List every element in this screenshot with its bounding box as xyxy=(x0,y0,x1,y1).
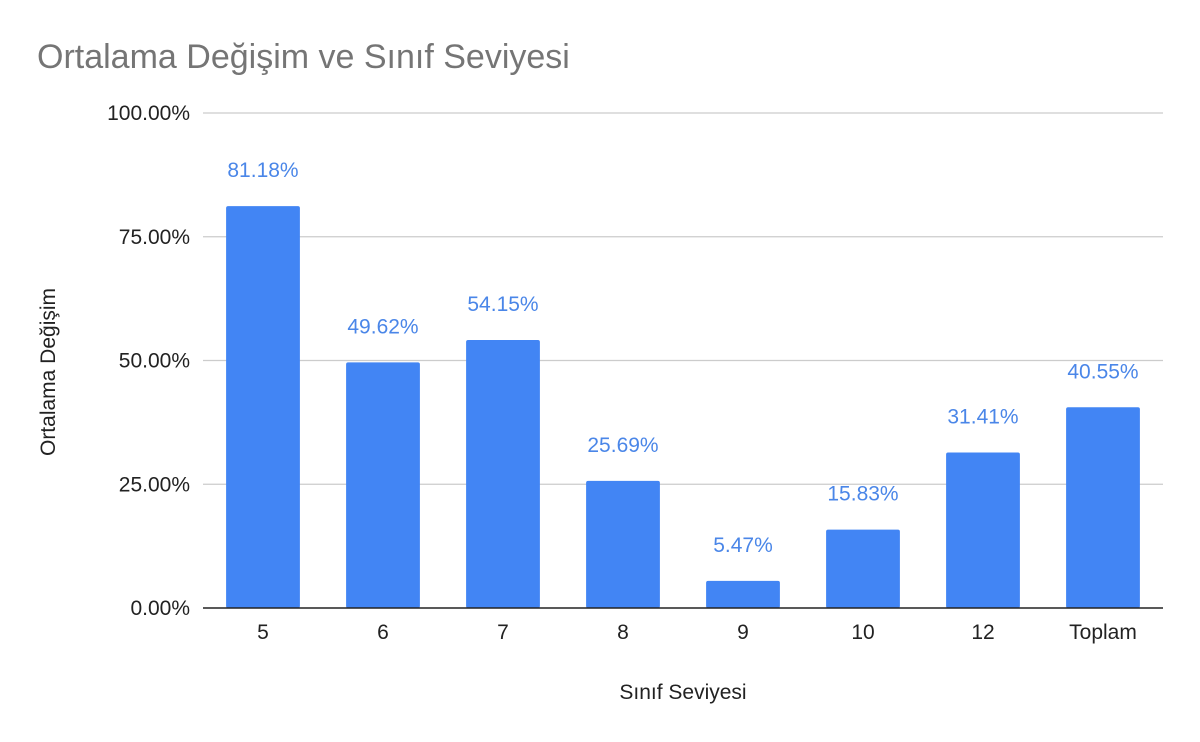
bars xyxy=(226,206,1140,608)
y-axis-title: Ortalama Değişim xyxy=(37,288,60,456)
bar xyxy=(946,452,1020,608)
x-axis-title: Sınıf Seviyesi xyxy=(619,681,746,704)
data-label: 31.41% xyxy=(947,406,1018,429)
bar xyxy=(466,339,540,608)
x-tick-label: 6 xyxy=(377,621,389,644)
x-tick-label: 9 xyxy=(737,621,749,644)
data-labels: 81.18% 49.62% 54.15% 25.69% 5.47% 15.83% 31.41… xyxy=(227,159,1138,557)
bar xyxy=(1066,407,1140,608)
y-tick-label: 75.00% xyxy=(119,226,190,249)
x-tick-label: 7 xyxy=(497,621,509,644)
x-tick-label: Toplam xyxy=(1069,621,1137,644)
bar xyxy=(586,480,660,608)
data-label: 15.83% xyxy=(827,483,898,506)
x-tick-label: 10 xyxy=(851,621,874,644)
bar xyxy=(706,580,780,608)
data-label: 5.47% xyxy=(713,534,773,557)
x-tick-label: 5 xyxy=(257,621,269,644)
data-label: 40.55% xyxy=(1067,360,1138,383)
data-label: 49.62% xyxy=(347,315,418,338)
chart-title: Ortalama Değişim ve Sınıf Seviyesi xyxy=(37,38,570,76)
y-tick-label: 100.00% xyxy=(107,102,190,125)
bar xyxy=(346,362,420,608)
y-tick-label: 0.00% xyxy=(130,597,190,620)
data-label: 81.18% xyxy=(227,159,298,182)
x-axis-ticks: 5 6 7 8 9 10 12 Toplam xyxy=(257,621,1137,644)
x-tick-label: 8 xyxy=(617,621,629,644)
data-label: 54.15% xyxy=(467,293,538,316)
y-axis-ticks: 0.00% 25.00% 50.00% 75.00% 100.00% xyxy=(107,102,190,620)
x-tick-label: 12 xyxy=(971,621,994,644)
data-label: 25.69% xyxy=(587,434,658,457)
y-tick-label: 25.00% xyxy=(119,473,190,496)
bar xyxy=(826,529,900,608)
bar xyxy=(226,206,300,608)
y-tick-label: 50.00% xyxy=(119,350,190,373)
